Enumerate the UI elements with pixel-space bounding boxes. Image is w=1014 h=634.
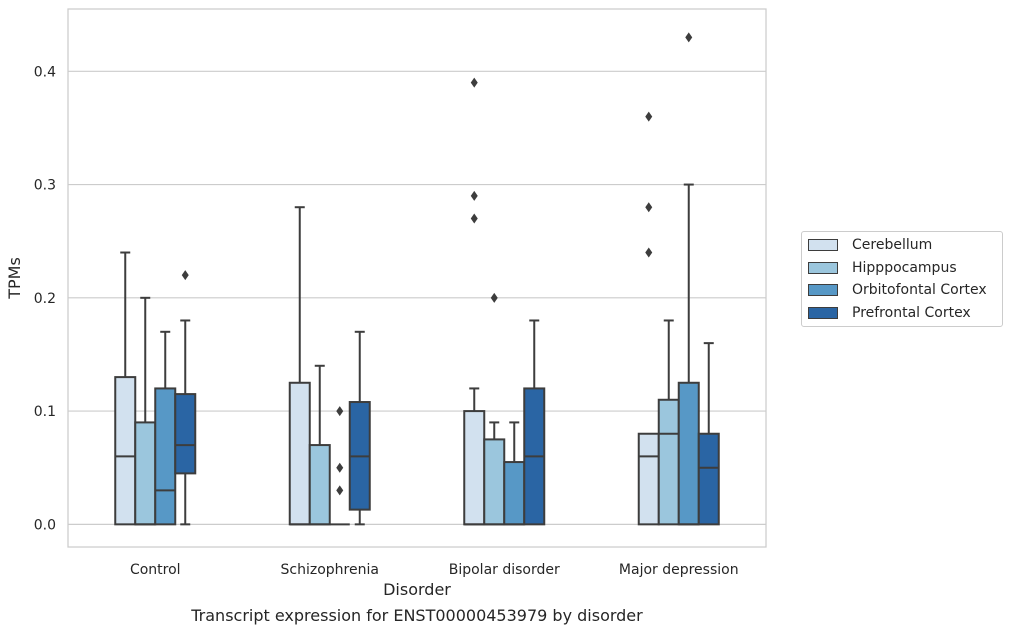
y-tick-label: 0.1 <box>34 404 56 420</box>
x-tick-label: Control <box>130 562 181 578</box>
box-schizophrenia-cerebellum <box>288 206 311 526</box>
chart-caption: Transcript expression for ENST0000045397… <box>191 606 643 625</box>
legend-label-hipppocampus: Hipppocampus <box>852 260 957 276</box>
plot-area-frame <box>67 8 767 548</box>
box-bipolar-disorder-orbitofontal-cortex <box>503 421 526 526</box>
legend-label-prefrontal-cortex: Prefrontal Cortex <box>852 305 971 321</box>
outlier-point <box>336 462 344 473</box>
x-tick-label: Schizophrenia <box>281 562 379 578</box>
box-control-hipppocampus <box>134 296 157 526</box>
box-major-depression-hipppocampus <box>657 319 680 526</box>
y-tick-label: 0.4 <box>34 64 56 80</box>
box-major-depression-cerebellum <box>637 111 660 526</box>
legend-label-cerebellum: Cerebellum <box>852 237 933 253</box>
box-bipolar-disorder-hipppocampus <box>483 292 506 526</box>
box-body <box>134 421 157 526</box>
box-body <box>174 393 197 475</box>
box-body <box>308 444 331 526</box>
box-body <box>677 381 700 526</box>
outlier-point <box>470 77 478 88</box>
legend-label-orbitofontal-cortex: Orbitofontal Cortex <box>852 282 987 298</box>
y-tick-label: 0.2 <box>34 291 56 307</box>
box-body <box>463 410 486 526</box>
box-body <box>503 461 526 526</box>
legend-swatch-prefrontal-cortex <box>808 307 838 319</box>
x-tick-label: Bipolar disorder <box>449 562 560 578</box>
box-schizophrenia-prefrontal-cortex <box>348 330 371 526</box>
box-major-depression-prefrontal-cortex <box>697 342 720 526</box>
box-body <box>637 432 660 526</box>
legend-swatch-hipppocampus <box>808 262 838 274</box>
box-control-orbitofontal-cortex <box>154 330 177 526</box>
y-tick-labels: 0.0 0.1 0.2 0.3 0.4 <box>34 64 56 533</box>
outlier-point <box>336 485 344 496</box>
box-body <box>697 432 720 526</box>
legend-item-cerebellum: Cerebellum <box>808 235 932 255</box>
box-body <box>288 381 311 526</box>
box-body <box>483 438 506 526</box>
legend-swatch-orbitofontal-cortex <box>808 284 838 296</box>
x-tick-label: Major depression <box>619 562 739 578</box>
outlier-point <box>336 406 344 417</box>
box-schizophrenia-orbitofontal-cortex <box>329 406 350 526</box>
box-body <box>154 387 177 526</box>
legend-item-orbitofontal-cortex: Orbitofontal Cortex <box>808 280 987 300</box>
box-body <box>114 376 137 526</box>
outlier-point <box>490 292 498 303</box>
y-axis-label: TPMs <box>5 257 24 300</box>
box-bipolar-disorder-cerebellum <box>463 77 486 526</box>
outlier-point <box>181 270 189 281</box>
y-tick-label: 0.0 <box>34 517 56 533</box>
y-tick-label: 0.3 <box>34 178 56 194</box>
outlier-point <box>685 32 693 43</box>
box-groups <box>114 32 720 526</box>
box-body <box>657 398 680 526</box>
box-bipolar-disorder-prefrontal-cortex <box>523 319 546 526</box>
outlier-point <box>470 190 478 201</box>
box-schizophrenia-hipppocampus <box>308 364 331 526</box>
legend-swatch-cerebellum <box>808 239 838 251</box>
box-control-cerebellum <box>114 251 137 526</box>
outlier-point <box>645 247 653 258</box>
outlier-point <box>470 213 478 224</box>
legend-item-prefrontal-cortex: Prefrontal Cortex <box>808 303 971 323</box>
outlier-point <box>645 111 653 122</box>
legend-item-hipppocampus: Hipppocampus <box>808 258 957 278</box>
legend: Cerebellum Hipppocampus Orbitofontal Cor… <box>801 231 1003 327</box>
x-axis-label: Disorder <box>383 580 451 599</box>
x-tick-labels: Control Schizophrenia Bipolar disorder Majo… <box>130 562 739 578</box>
outlier-point <box>645 202 653 213</box>
box-control-prefrontal-cortex <box>174 270 197 526</box>
box-major-depression-orbitofontal-cortex <box>677 32 700 526</box>
